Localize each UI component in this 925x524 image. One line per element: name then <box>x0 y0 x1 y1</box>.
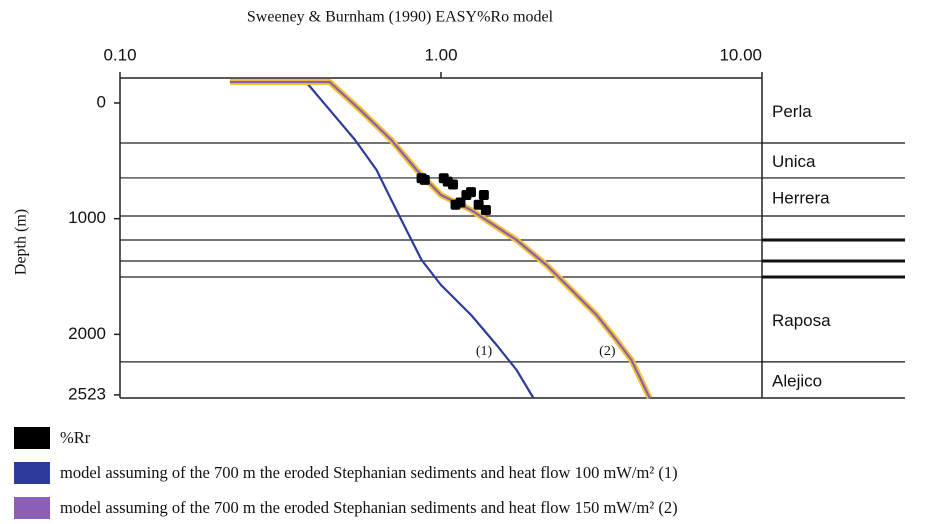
legend-label: %Rr <box>60 428 91 447</box>
line <box>229 80 651 399</box>
legend-label: model assuming of the 700 m the eroded S… <box>60 463 678 482</box>
x-tick-label: 1.00 <box>424 45 457 64</box>
formation-label: Unica <box>772 152 816 171</box>
formation-label: Raposa <box>772 311 831 330</box>
formation-label: Herrera <box>772 188 830 207</box>
data-point <box>465 187 476 198</box>
data-point <box>455 197 466 208</box>
curve-label: (2) <box>599 344 616 359</box>
y-tick-label: 0 <box>97 92 106 111</box>
data-point <box>478 189 489 200</box>
chart-title: Sweeney & Burnham (1990) EASY%Ro model <box>247 9 554 26</box>
x-tick-label: 10.00 <box>719 45 762 64</box>
formation-label: Alejico <box>772 371 822 390</box>
legend-swatch <box>14 462 50 484</box>
legend-swatch <box>14 497 50 519</box>
y-tick-label: 1000 <box>68 208 106 227</box>
data-point <box>419 174 430 185</box>
y-tick-label: 2523 <box>68 384 106 403</box>
legend-label: model assuming of the 700 m the eroded S… <box>60 498 678 517</box>
curve-label: (1) <box>476 344 493 359</box>
legend-swatch <box>14 427 50 449</box>
line <box>305 81 535 399</box>
data-point <box>448 179 459 190</box>
x-tick-label: 0.10 <box>103 45 136 64</box>
data-point <box>473 199 484 210</box>
formation-label: Perla <box>772 102 812 121</box>
y-tick-label: 2000 <box>68 324 106 343</box>
y-axis-label: Depth (m) <box>13 209 30 275</box>
